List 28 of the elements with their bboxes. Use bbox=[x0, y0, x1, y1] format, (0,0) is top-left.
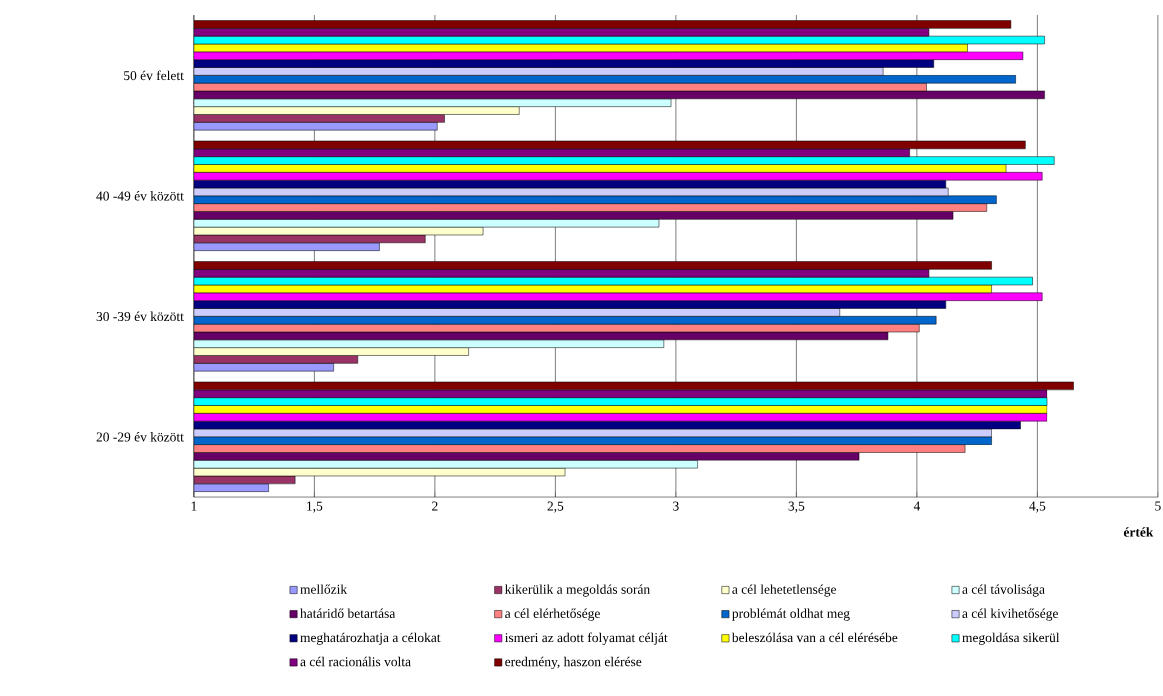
y-tick-label: 50 év felett bbox=[124, 70, 184, 81]
x-tick-label: 4,5 bbox=[1029, 501, 1046, 513]
legend-label: ismeri az adott folyamat célját bbox=[505, 632, 668, 645]
y-tick-label: 20 -29 év között bbox=[96, 432, 184, 442]
x-tick-label: 1,5 bbox=[307, 501, 323, 513]
legend-label: határidő betartása bbox=[300, 608, 396, 618]
legend-label: kikerülik a megoldás során bbox=[504, 584, 650, 597]
legend-label: a cél lehetetlensége bbox=[732, 584, 837, 597]
legend-label: megoldása sikerül bbox=[962, 632, 1060, 645]
x-axis-title: érték bbox=[1123, 527, 1154, 537]
legend-label: problémát oldhat meg bbox=[732, 608, 850, 621]
legend-label: eredmény, haszon elérése bbox=[505, 656, 642, 670]
y-tick-label: 30 -39 év között bbox=[96, 311, 184, 322]
x-tick-label: 5 bbox=[1155, 501, 1161, 511]
legend-label: a cél elérhetősége bbox=[505, 608, 600, 621]
legend-label: a cél távolisága bbox=[962, 584, 1045, 597]
legend-label: meghatározhatja a célokat bbox=[300, 632, 441, 645]
legend-label: a cél racionális volta bbox=[300, 656, 411, 667]
legend-label: a cél kivihetősége bbox=[962, 608, 1058, 621]
y-tick-label: 40 -49 év között bbox=[96, 191, 184, 201]
x-tick-label: 3 bbox=[673, 501, 679, 511]
x-tick-label: 2 bbox=[432, 501, 438, 511]
legend-label: beleszólása van a cél elérésébe bbox=[731, 632, 898, 643]
x-tick-label: 1 bbox=[191, 501, 197, 511]
x-tick-label: 4 bbox=[913, 501, 921, 511]
x-tick-label: 2,5 bbox=[547, 501, 564, 513]
x-tick-label: 3,5 bbox=[788, 501, 805, 513]
legend-label: mellőzik bbox=[300, 584, 348, 594]
